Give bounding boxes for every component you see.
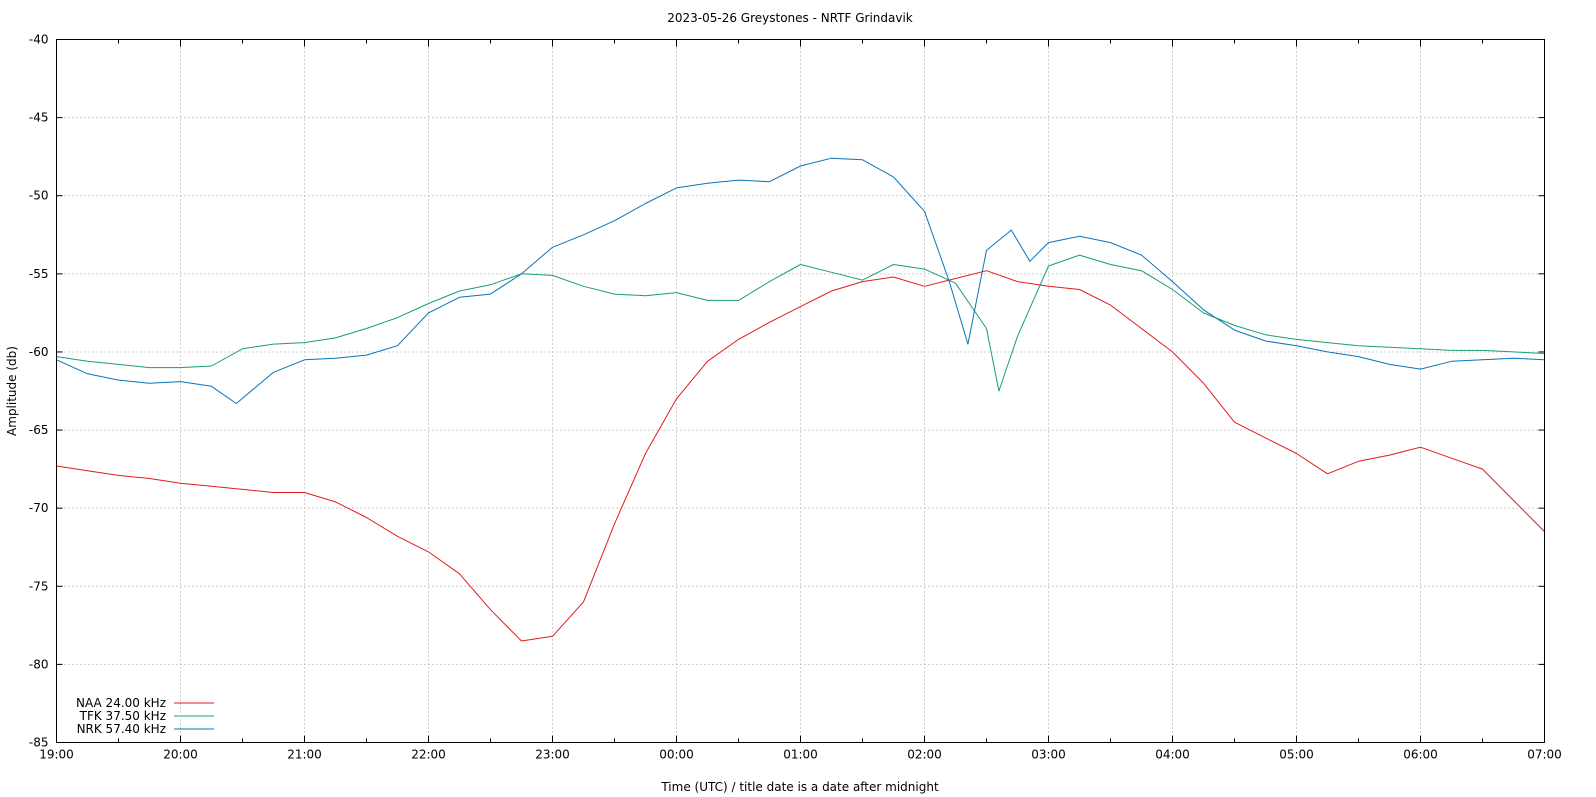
x-tick-label: 04:00 (1155, 748, 1190, 762)
legend-label: TFK 37.50 kHz (79, 709, 166, 723)
x-tick-label: 19:00 (39, 748, 74, 762)
y-tick-label: -80 (29, 657, 49, 671)
axis-ticks (56, 39, 1545, 743)
x-tick-label: 22:00 (411, 748, 446, 762)
chart-title: 2023-05-26 Greystones - NRTF Grindavik (667, 11, 913, 25)
x-tick-label: 20:00 (163, 748, 198, 762)
x-tick-label: 21:00 (287, 748, 322, 762)
y-tick-label: -55 (29, 267, 49, 281)
x-tick-label: 05:00 (1279, 748, 1314, 762)
x-tick-label: 06:00 (1403, 748, 1438, 762)
series-line-0 (56, 270, 1545, 642)
y-tick-label: -45 (29, 111, 49, 125)
grid-lines (56, 39, 1545, 743)
y-tick-labels: -40 -45 -50 -55 -60 -65 -70 -75 -80 -85 (29, 33, 49, 750)
series-line-2 (56, 157, 1545, 404)
plot-frame (56, 39, 1545, 743)
y-tick-label: -65 (29, 423, 49, 437)
x-axis-label: Time (UTC) / title date is a date after … (660, 780, 939, 794)
x-tick-labels: 19:00 20:00 21:00 22:00 23:00 00:00 01:00 02:00… (39, 748, 1562, 762)
x-tick-label: 00:00 (659, 748, 694, 762)
y-tick-label: -75 (29, 579, 49, 593)
x-tick-label: 03:00 (1031, 748, 1066, 762)
x-tick-label: 01:00 (783, 748, 818, 762)
x-tick-label: 23:00 (535, 748, 570, 762)
series-lines (56, 157, 1545, 642)
x-tick-label: 07:00 (1527, 748, 1562, 762)
y-tick-label: -40 (29, 33, 49, 47)
y-tick-label: -70 (29, 501, 49, 515)
x-tick-label: 02:00 (907, 748, 942, 762)
y-axis-label: Amplitude (db) (5, 346, 19, 436)
legend-label: NRK 57.40 kHz (77, 722, 166, 736)
series-line-1 (56, 254, 1545, 392)
y-tick-label: -50 (29, 189, 49, 203)
legend-label: NAA 24.00 kHz (76, 696, 166, 710)
y-tick-label: -60 (29, 345, 49, 359)
y-tick-label: -85 (29, 736, 49, 750)
